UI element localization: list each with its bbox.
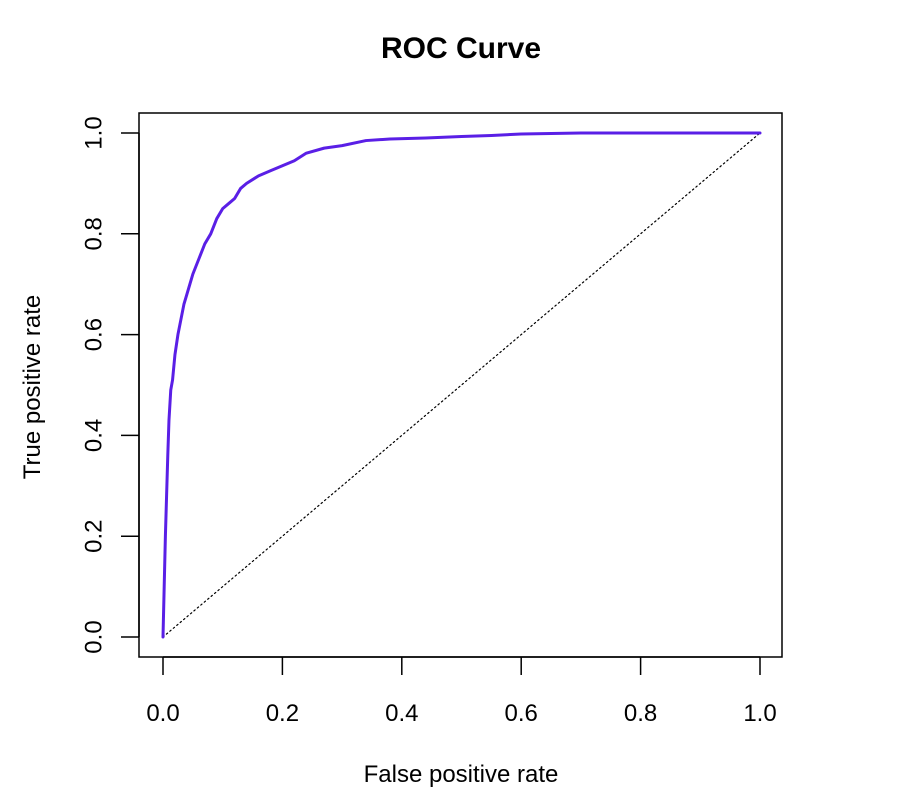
y-axis-label: True positive rate <box>19 295 46 480</box>
x-tick-label: 1.0 <box>743 700 776 727</box>
x-tick-label: 0.2 <box>266 700 299 727</box>
y-tick-label: 0.2 <box>81 520 108 553</box>
x-tick-label: 0.6 <box>505 700 538 727</box>
chart-title: ROC Curve <box>381 32 541 65</box>
series-layer <box>161 131 762 639</box>
x-tick-label: 0.0 <box>146 700 179 727</box>
y-tick-label: 0.8 <box>81 217 108 250</box>
y-tick-label: 0.0 <box>81 620 108 653</box>
x-axis-label: False positive rate <box>364 761 559 788</box>
y-tick-label: 0.4 <box>81 419 108 452</box>
y-tick-label: 1.0 <box>81 116 108 149</box>
y-axis: 0.0 0.2 0.4 0.6 0.8 1.0 <box>81 116 140 654</box>
diagonal-reference-line <box>162 132 761 638</box>
x-tick-label: 0.8 <box>624 700 657 727</box>
roc-curve-line <box>161 131 762 639</box>
y-tick-label: 0.6 <box>81 318 108 351</box>
x-tick-label: 0.4 <box>385 700 418 727</box>
x-axis: 0.0 0.2 0.4 0.6 0.8 1.0 <box>146 656 777 727</box>
